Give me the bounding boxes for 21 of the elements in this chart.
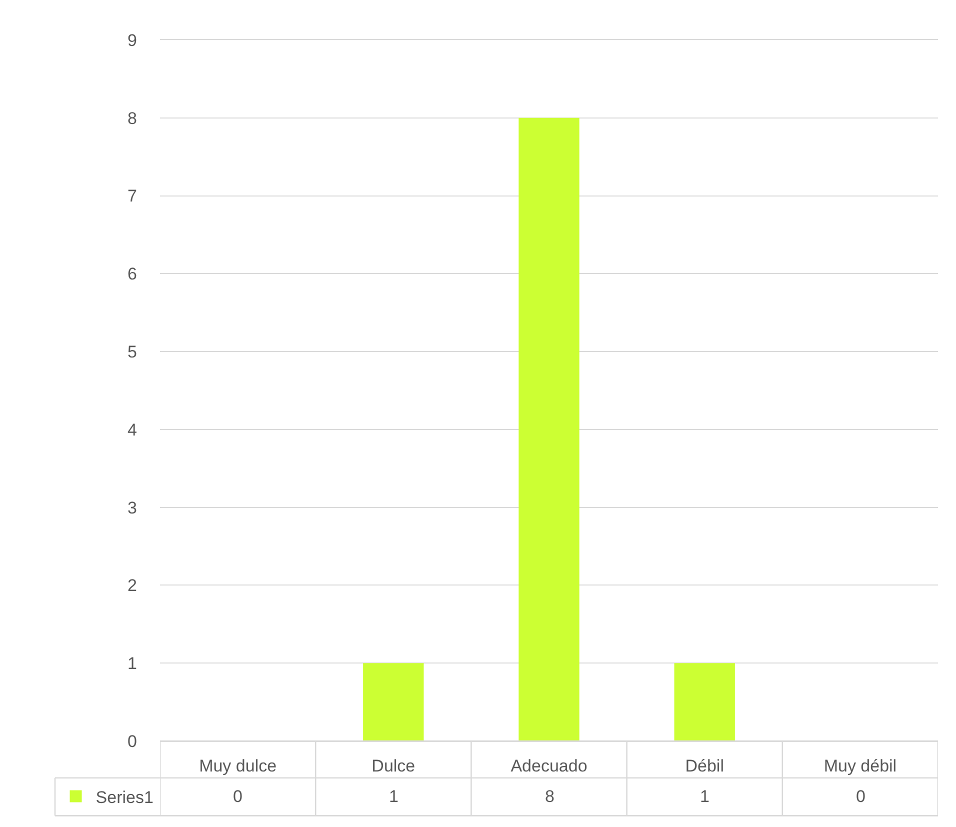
x-tick-label: Débil [685,756,724,776]
x-tick-label: Adecuado [510,756,588,776]
data-label: 8 [545,787,554,806]
y-tick-label: 7 [128,186,137,206]
y-tick-label: 5 [128,342,137,362]
y-tick-label: 2 [128,576,137,596]
x-tick-label: Muy débil [824,756,897,776]
x-tick-label: Dulce [372,756,416,776]
legend-label: Series1 [96,788,154,807]
y-tick-label: 8 [128,108,137,128]
y-tick-label: 9 [128,30,137,50]
data-label: 0 [856,787,866,806]
data-label: 1 [389,787,398,806]
y-tick-label: 1 [128,654,137,674]
y-tick-label: 3 [128,498,137,518]
x-tick-label: Muy dulce [199,756,277,776]
y-tick-label: 0 [128,732,137,751]
y-tick-label: 6 [128,264,137,284]
data-label: 1 [700,787,710,806]
y-tick-label: 4 [128,420,137,440]
data-label: 0 [233,787,242,806]
